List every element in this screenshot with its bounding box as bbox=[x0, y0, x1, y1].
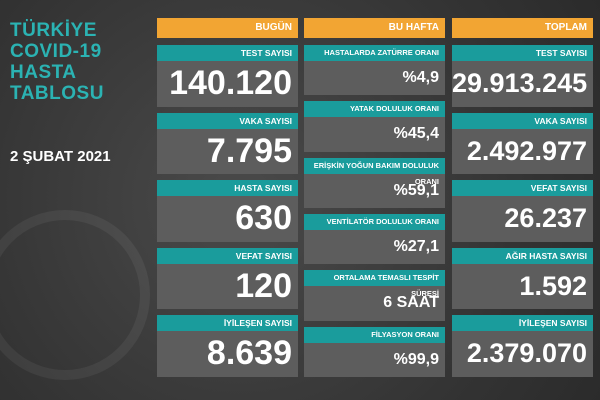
stat-label: HASTA SAYISI bbox=[157, 180, 298, 197]
stat-value: 1.592 bbox=[519, 270, 587, 301]
column-header: BUGÜN bbox=[157, 18, 298, 38]
stat-card: VENTİLATÖR DOLULUK ORANI %27,1 bbox=[304, 214, 445, 265]
column-header: TOPLAM bbox=[452, 18, 593, 38]
title-line: HASTA bbox=[10, 62, 77, 83]
stat-value: 7.795 bbox=[206, 131, 292, 170]
stat-label: VAKA SAYISI bbox=[157, 112, 298, 129]
stat-card: TEST SAYISI 29.913.245 bbox=[452, 45, 593, 107]
stat-card: VEFAT SAYISI 26.237 bbox=[452, 180, 593, 242]
stat-card: VAKA SAYISI 7.795 bbox=[157, 112, 298, 175]
stat-label: İYİLEŞEN SAYISI bbox=[452, 315, 593, 332]
date: 2 ŞUBAT 2021 bbox=[10, 148, 111, 165]
stat-value: 2.379.070 bbox=[466, 338, 587, 369]
title: TÜRKİYE COVID-19 HASTA TABLOSU bbox=[10, 20, 104, 104]
stat-value: %27,1 bbox=[393, 238, 439, 255]
column-header: BU HAFTA bbox=[304, 18, 445, 38]
stat-card: İYİLEŞEN SAYISI 2.379.070 bbox=[452, 315, 593, 377]
title-line: TABLOSU bbox=[10, 83, 104, 104]
stat-value: 2.492.977 bbox=[466, 135, 587, 166]
stat-label: TEST SAYISI bbox=[452, 45, 593, 61]
stat-label: VAKA SAYISI bbox=[452, 112, 593, 129]
stat-card: HASTA SAYISI 630 bbox=[157, 180, 298, 242]
stat-value: 630 bbox=[235, 199, 292, 238]
stat-value: %45,4 bbox=[393, 125, 439, 143]
stat-card: FİLYASYON ORANI %99,9 bbox=[304, 326, 445, 377]
stat-value: 140.120 bbox=[169, 64, 292, 102]
stat-value: 8.639 bbox=[206, 334, 292, 373]
stat-label: İYİLEŞEN SAYISI bbox=[157, 315, 298, 332]
stat-value: 120 bbox=[235, 266, 292, 305]
stat-card: TEST SAYISI 140.120 bbox=[157, 45, 298, 107]
stat-card: VAKA SAYISI 2.492.977 bbox=[452, 112, 593, 175]
stat-label: AĞIR HASTA SAYISI bbox=[452, 247, 593, 264]
emblem-watermark bbox=[0, 210, 150, 380]
stat-card: ERİŞKİN YOĞUN BAKIM DOLULUK ORANI %59,1 bbox=[304, 157, 445, 208]
stat-value: %59,1 bbox=[393, 181, 439, 199]
stat-label: VEFAT SAYISI bbox=[157, 247, 298, 264]
stat-card: ORTALAMA TEMASLI TESPİT SÜRESİ 6 SAAT bbox=[304, 270, 445, 321]
stat-value: 29.913.245 bbox=[452, 68, 588, 98]
stat-label: ERİŞKİN YOĞUN BAKIM DOLULUK ORANI bbox=[304, 157, 445, 186]
stat-label: VEFAT SAYISI bbox=[452, 180, 593, 197]
stat-value: 26.237 bbox=[504, 203, 587, 234]
stat-label: ORTALAMA TEMASLI TESPİT SÜRESİ bbox=[304, 270, 445, 298]
stat-card: AĞIR HASTA SAYISI 1.592 bbox=[452, 247, 593, 310]
stat-card: HASTALARDA ZATÜRRE ORANI %4,9 bbox=[304, 45, 445, 96]
stat-card: YATAK DOLULUK ORANI %45,4 bbox=[304, 101, 445, 152]
stat-label: TEST SAYISI bbox=[157, 45, 298, 61]
stat-value: %99,9 bbox=[393, 350, 439, 368]
stat-value: 6 SAAT bbox=[383, 294, 439, 312]
stat-value: %4,9 bbox=[402, 69, 439, 86]
stat-label: YATAK DOLULUK ORANI bbox=[304, 101, 445, 118]
stat-label: FİLYASYON ORANI bbox=[304, 326, 445, 343]
stat-label: HASTALARDA ZATÜRRE ORANI bbox=[304, 45, 445, 61]
title-line: COVID-19 bbox=[10, 41, 102, 62]
title-line: TÜRKİYE bbox=[10, 20, 97, 41]
stat-card: VEFAT SAYISI 120 bbox=[157, 247, 298, 310]
stat-card: İYİLEŞEN SAYISI 8.639 bbox=[157, 315, 298, 377]
stat-label: VENTİLATÖR DOLULUK ORANI bbox=[304, 214, 445, 230]
